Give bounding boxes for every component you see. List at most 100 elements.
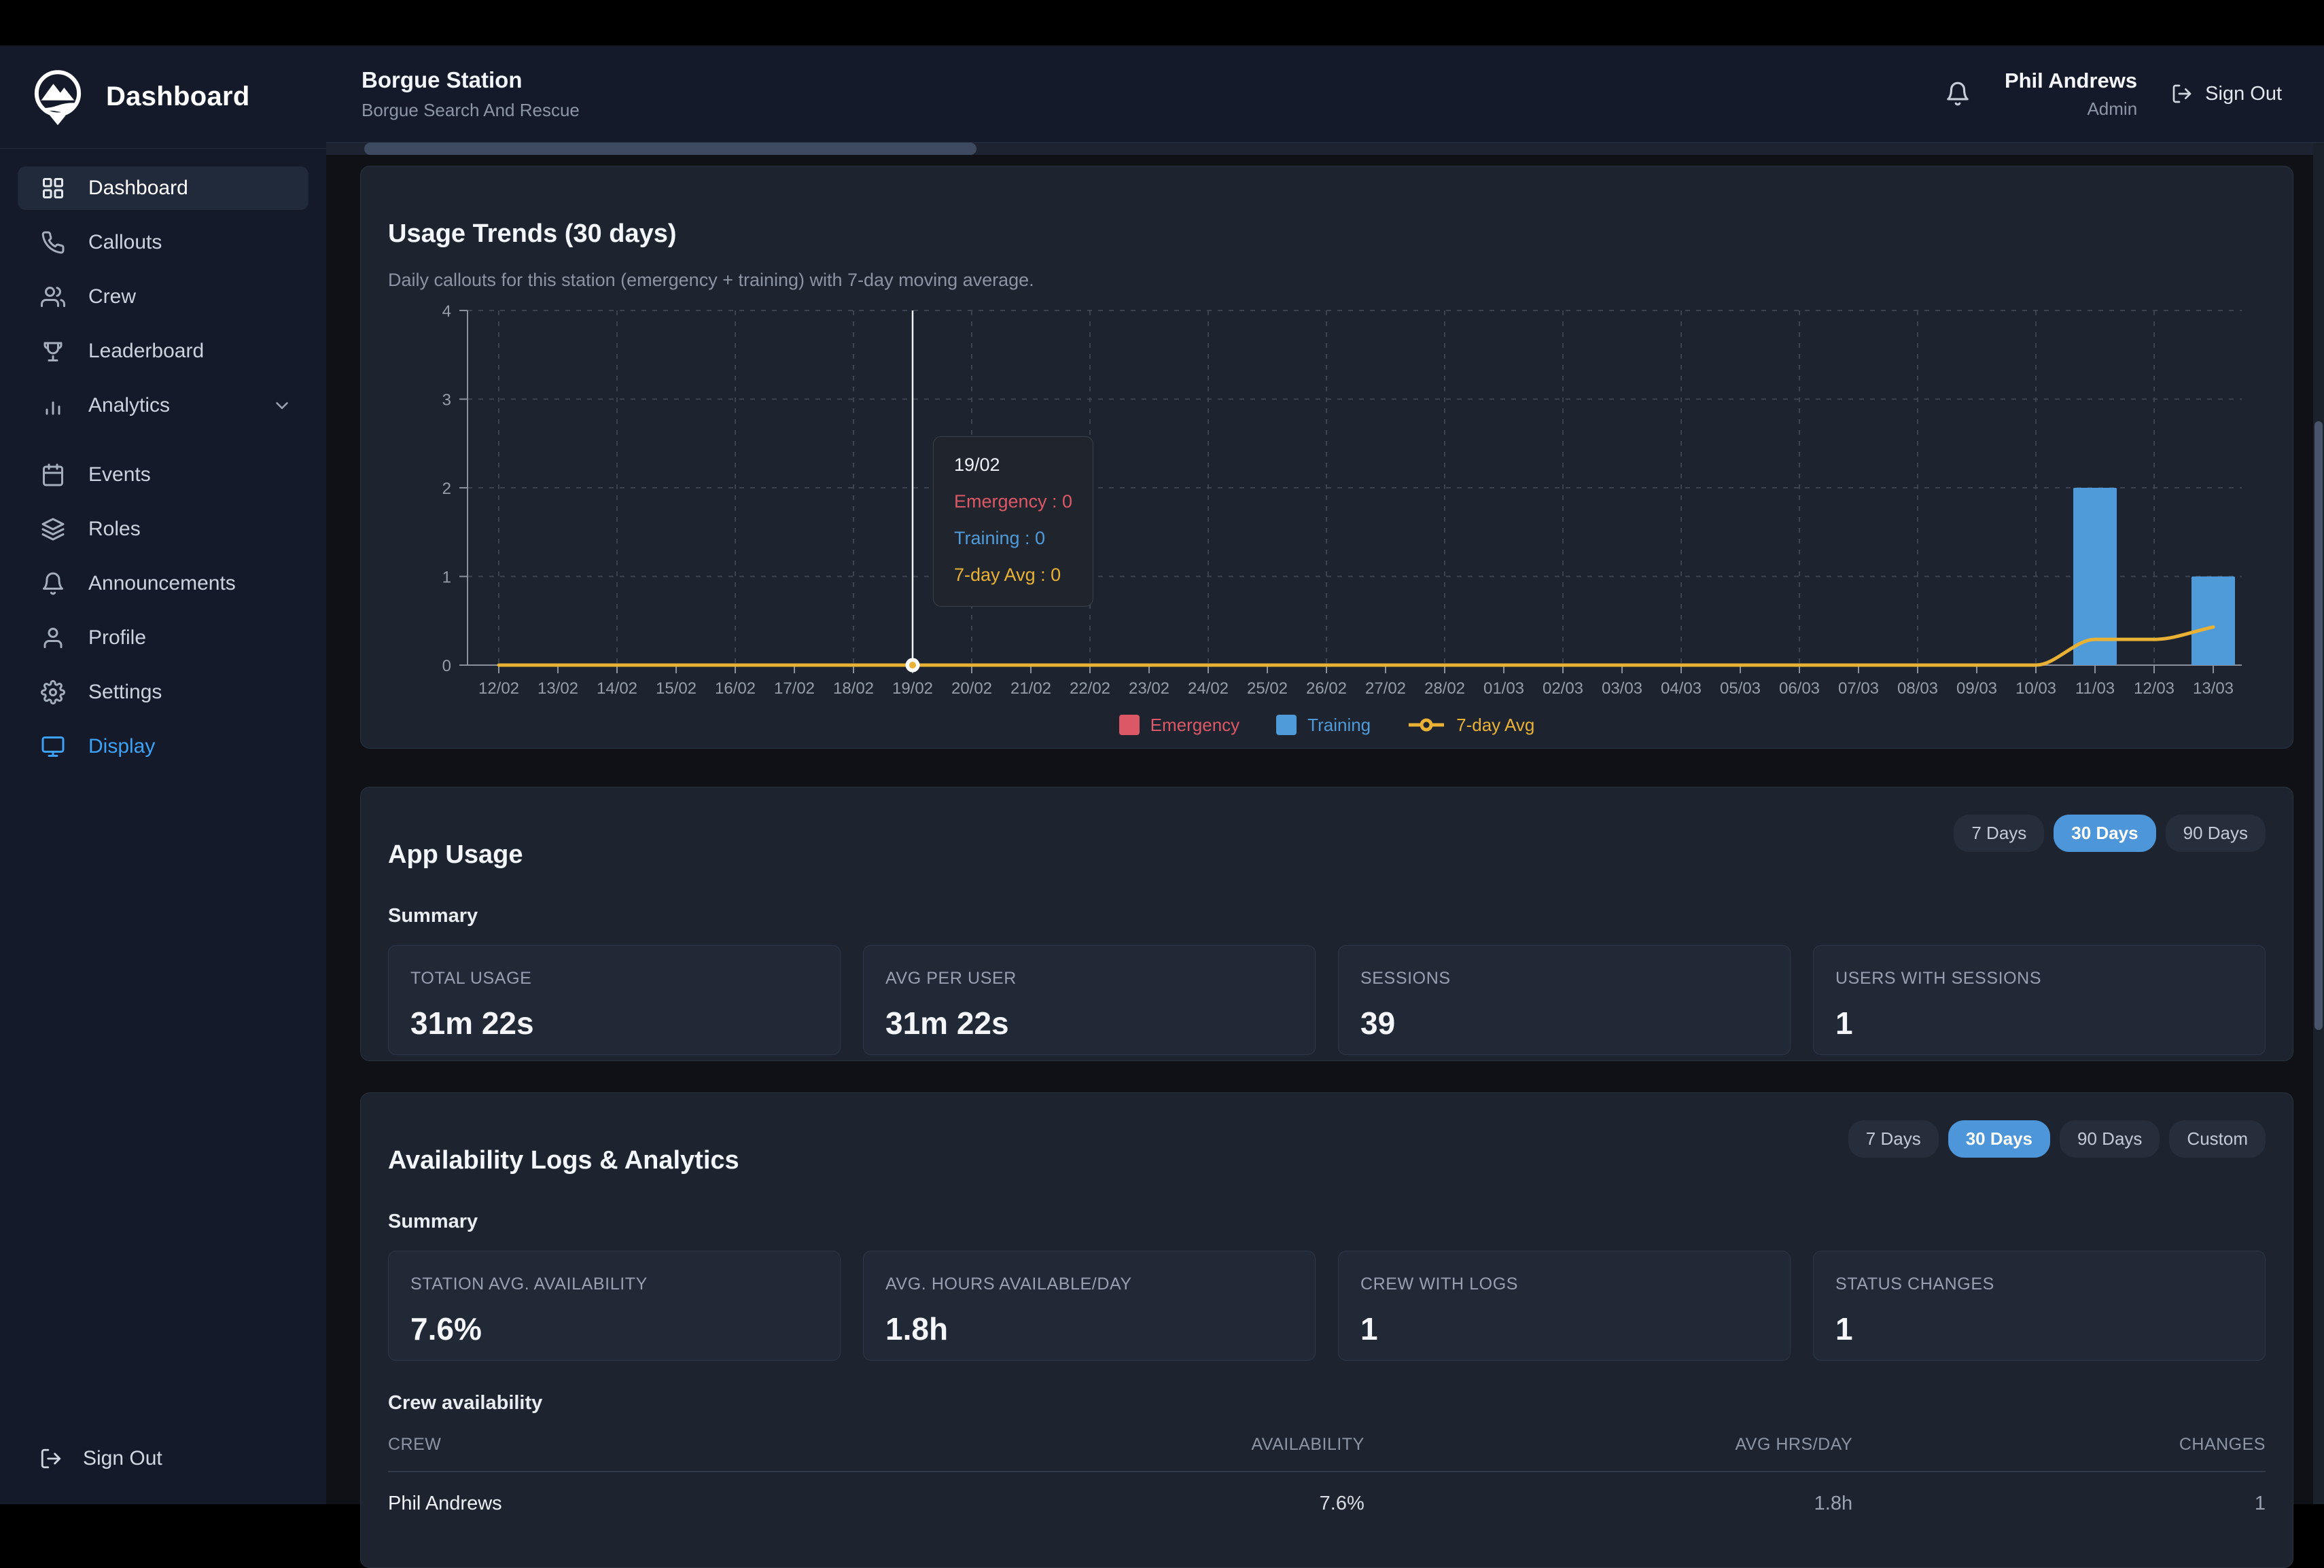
svg-text:08/03: 08/03 xyxy=(1897,679,1938,698)
tooltip-row: Emergency : 0 xyxy=(954,491,1073,512)
availability-filter-90-days-button[interactable]: 90 Days xyxy=(2060,1120,2160,1158)
chevron-down-icon xyxy=(272,395,292,416)
log-out-icon xyxy=(2172,84,2191,103)
svg-text:03/03: 03/03 xyxy=(1602,679,1642,698)
svg-text:28/02: 28/02 xyxy=(1424,679,1465,698)
sign-out-label: Sign Out xyxy=(2205,82,2282,105)
legend-item-emergency[interactable]: Emergency xyxy=(1119,715,1239,736)
main-content: Usage Trends (30 days) Daily callouts fo… xyxy=(326,143,2313,1568)
svg-text:16/02: 16/02 xyxy=(715,679,756,698)
sidebar-item-profile[interactable]: Profile xyxy=(18,616,309,660)
sidebar-item-label: Dashboard xyxy=(88,177,188,199)
sidebar-item-label: Announcements xyxy=(88,572,236,594)
sidebar-item-analytics[interactable]: Analytics xyxy=(18,384,309,427)
svg-text:13/02: 13/02 xyxy=(538,679,578,698)
app-usage-summary-cards: TOTAL USAGE 31m 22s AVG PER USER 31m 22s SES… xyxy=(388,944,2266,1055)
sidebar-item-label: Callouts xyxy=(88,231,162,253)
availability-filter-30-days-button[interactable]: 30 Days xyxy=(1948,1120,2051,1158)
table-cell: 1.8h xyxy=(1814,1492,1853,1514)
summary-card-label: TOTAL USAGE xyxy=(410,968,532,988)
tooltip-row: 7-day Avg : 0 xyxy=(954,565,1061,586)
summary-card-label: STATION AVG. AVAILABILITY xyxy=(410,1274,648,1294)
sidebar-item-label: Events xyxy=(88,463,151,486)
svg-text:01/03: 01/03 xyxy=(1483,679,1524,698)
sidebar-item-announcements[interactable]: Announcements xyxy=(18,562,309,605)
sidebar-item-crew[interactable]: Crew xyxy=(18,275,309,319)
summary-card-avg-per-user: AVG PER USER 31m 22s xyxy=(863,944,1316,1055)
vertical-scrollbar xyxy=(2313,143,2324,1504)
sidebar-item-display[interactable]: Display xyxy=(18,725,309,768)
legend-swatch xyxy=(1276,715,1297,736)
table-row: Phil Andrews 7.6% 1.8h 1 xyxy=(388,1472,2266,1515)
legend-item-7-day-avg[interactable]: 7-day Avg xyxy=(1407,715,1534,736)
app-logo-row: Dashboard xyxy=(0,46,326,149)
app-usage-card: App Usage 7 Days 30 Days 90 Days Summary T… xyxy=(360,787,2293,1061)
availability-card: Availability Logs & Analytics 7 Days 30 D… xyxy=(360,1092,2293,1568)
sidebar-sign-out-button[interactable]: Sign Out xyxy=(0,1433,326,1484)
availability-summary-cards: STATION AVG. AVAILABILITY 7.6% AVG. HOURS … xyxy=(388,1250,2266,1361)
sidebar-item-callouts[interactable]: Callouts xyxy=(18,221,309,264)
sidebar-item-label: Profile xyxy=(88,626,147,649)
summary-card-station-avg-availability: STATION AVG. AVAILABILITY 7.6% xyxy=(388,1250,841,1361)
availability-filter-custom-button[interactable]: Custom xyxy=(2169,1120,2266,1158)
summary-card-label: SESSIONS xyxy=(1360,968,1451,988)
svg-text:3: 3 xyxy=(442,391,451,410)
station-block: Borgue Station Borgue Search And Rescue xyxy=(362,67,580,121)
sidebar-item-roles[interactable]: Roles xyxy=(18,507,309,551)
svg-text:17/02: 17/02 xyxy=(774,679,815,698)
sidebar-nav: Dashboard Callouts Crew Leaderboard Analytic… xyxy=(0,149,326,768)
chart-tooltip: 19/02 Emergency : 0 Training : 0 7-day Avg… xyxy=(933,436,1094,607)
notifications-bell-button[interactable] xyxy=(1945,81,1971,107)
app-usage-filter-7-days-button[interactable]: 7 Days xyxy=(1954,815,2045,852)
user-role: Admin xyxy=(2087,98,2138,119)
svg-text:10/03: 10/03 xyxy=(2015,679,2056,698)
column-header-changes: CHANGES xyxy=(2179,1434,2266,1454)
svg-text:23/02: 23/02 xyxy=(1129,679,1169,698)
header-sign-out-button[interactable]: Sign Out xyxy=(2171,83,2282,105)
sidebar-item-leaderboard[interactable]: Leaderboard xyxy=(18,329,309,373)
summary-card-label: AVG PER USER xyxy=(885,968,1017,988)
sidebar-item-dashboard[interactable]: Dashboard xyxy=(18,166,309,210)
svg-text:05/03: 05/03 xyxy=(1720,679,1761,698)
availability-filter-7-days-button[interactable]: 7 Days xyxy=(1848,1120,1939,1158)
usage-trends-chart[interactable]: 0 1 2 3 4 12/02 13/02 14/02 15/02 16/02 17/02 18/02… xyxy=(388,300,2266,708)
station-name: Borgue Station xyxy=(362,67,523,92)
app-usage-filter-90-days-button[interactable]: 90 Days xyxy=(2165,815,2266,852)
sidebar-item-label: Crew xyxy=(88,285,137,308)
topbar: Borgue Station Borgue Search And Rescue … xyxy=(326,46,2324,143)
sign-out-label: Sign Out xyxy=(83,1447,162,1469)
svg-text:0: 0 xyxy=(442,657,451,675)
app-usage-filter-30-days-button[interactable]: 30 Days xyxy=(2054,815,2156,852)
column-header-avg-hrs-day: AVG HRS/DAY xyxy=(1735,1434,1853,1454)
sidebar: Dashboard Dashboard Callouts Crew Leaderboa… xyxy=(0,46,326,1504)
legend-swatch xyxy=(1119,715,1140,736)
svg-text:11/03: 11/03 xyxy=(2075,679,2115,698)
chart-canvas[interactable]: 0 1 2 3 4 12/02 13/02 14/02 15/02 16/02 17/02 18/02… xyxy=(388,300,2266,708)
summary-card-label: AVG. HOURS AVAILABLE/DAY xyxy=(885,1274,1132,1294)
svg-text:21/02: 21/02 xyxy=(1010,679,1051,698)
vertical-scrollbar-thumb[interactable] xyxy=(2314,421,2323,1030)
svg-text:14/02: 14/02 xyxy=(597,679,637,698)
svg-text:12/03: 12/03 xyxy=(2134,679,2175,698)
svg-text:24/02: 24/02 xyxy=(1188,679,1229,698)
svg-text:07/03: 07/03 xyxy=(1838,679,1879,698)
availability-title: Availability Logs & Analytics xyxy=(388,1145,739,1175)
svg-text:18/02: 18/02 xyxy=(833,679,874,698)
bell-icon xyxy=(1947,82,1969,106)
legend-item-training[interactable]: Training xyxy=(1276,715,1371,736)
usage-trends-subtitle: Daily callouts for this station (emergen… xyxy=(388,270,1034,291)
horizontal-scrollbar-thumb[interactable] xyxy=(364,143,976,155)
sidebar-item-events[interactable]: Events xyxy=(18,453,309,497)
crew-availability-title: Crew availability xyxy=(388,1391,543,1414)
station-subtitle: Borgue Search And Rescue xyxy=(362,99,580,120)
sidebar-item-settings[interactable]: Settings xyxy=(18,671,309,714)
svg-text:27/02: 27/02 xyxy=(1365,679,1406,698)
summary-card-value: 1 xyxy=(1835,1311,1853,1347)
summary-card-value: 39 xyxy=(1360,1005,1396,1041)
svg-text:02/03: 02/03 xyxy=(1543,679,1583,698)
tooltip-row: Training : 0 xyxy=(954,528,1046,549)
layers-icon xyxy=(41,518,65,541)
table-cell: 7.6% xyxy=(1319,1492,1365,1514)
summary-card-value: 31m 22s xyxy=(410,1005,534,1041)
topbar-right: Phil Andrews Admin Sign Out xyxy=(1945,69,2282,120)
